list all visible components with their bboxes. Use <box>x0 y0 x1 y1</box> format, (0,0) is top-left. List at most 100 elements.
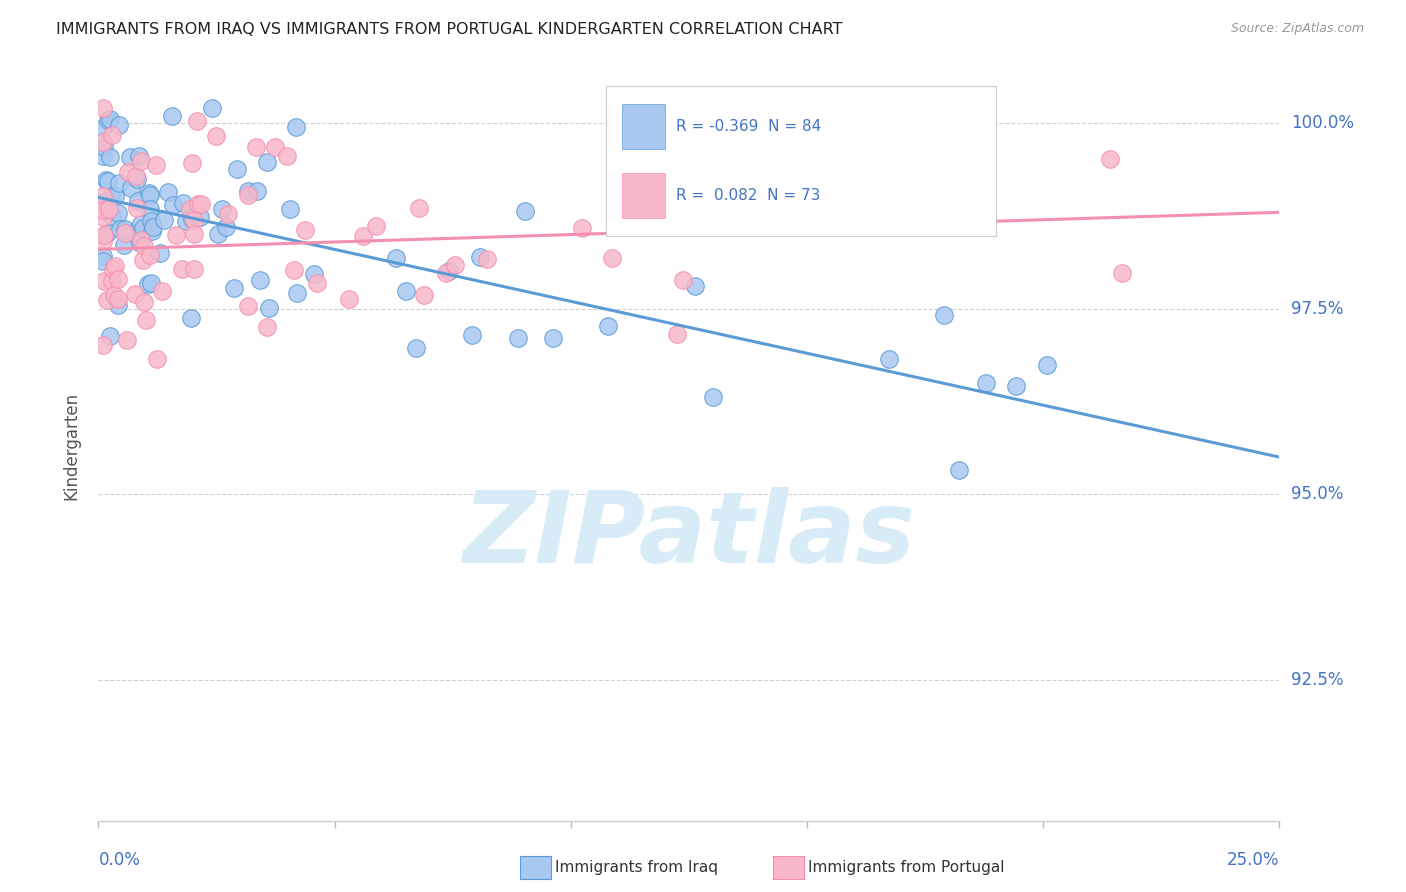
Point <box>364 219 387 234</box>
Point <box>120 180 142 194</box>
Point <box>104 259 127 273</box>
Point <box>129 217 152 231</box>
Point <box>304 268 326 282</box>
Point <box>179 202 201 216</box>
Point <box>134 239 156 253</box>
Point <box>207 227 229 241</box>
Text: 0.0%: 0.0% <box>98 851 141 869</box>
Point <box>285 285 308 300</box>
Point <box>101 209 124 223</box>
Point <box>187 196 209 211</box>
Point <box>139 247 162 261</box>
Point <box>183 213 205 227</box>
Point <box>93 139 115 153</box>
Point <box>150 284 173 298</box>
Point <box>256 154 278 169</box>
Point <box>149 245 172 260</box>
Point <box>352 229 374 244</box>
Point <box>98 194 121 209</box>
Point <box>120 150 142 164</box>
Point <box>125 202 148 216</box>
Point <box>434 266 457 280</box>
Point <box>117 165 139 179</box>
Point <box>180 310 202 325</box>
Point <box>596 319 619 334</box>
Point <box>107 292 129 306</box>
Point <box>283 263 305 277</box>
Text: 92.5%: 92.5% <box>1291 671 1344 689</box>
Point <box>226 161 249 176</box>
Point <box>475 252 498 267</box>
Point <box>91 102 114 116</box>
Point <box>443 258 465 272</box>
Point <box>468 250 491 264</box>
Point <box>976 376 998 391</box>
Point <box>91 338 114 352</box>
Point <box>256 320 278 334</box>
Point <box>97 202 120 216</box>
Point <box>101 273 124 287</box>
Point <box>129 154 152 169</box>
Point <box>104 189 127 203</box>
Point <box>659 203 682 218</box>
Point <box>91 188 114 202</box>
Point <box>108 222 131 236</box>
Point <box>91 253 114 268</box>
Point <box>132 295 155 310</box>
Point <box>249 273 271 287</box>
Text: 25.0%: 25.0% <box>1227 851 1279 869</box>
Point <box>886 164 908 178</box>
Point <box>142 220 165 235</box>
Point <box>125 169 148 183</box>
Point <box>264 140 287 154</box>
Point <box>600 252 623 266</box>
Point <box>127 194 149 209</box>
Point <box>201 102 224 116</box>
Point <box>276 149 298 163</box>
Point <box>181 156 204 170</box>
Point <box>702 390 724 404</box>
Point <box>204 128 226 143</box>
Point <box>108 177 131 191</box>
Text: 100.0%: 100.0% <box>1291 114 1354 132</box>
Point <box>1004 378 1026 392</box>
Point <box>508 330 530 344</box>
Point <box>129 233 152 247</box>
Point <box>285 120 308 135</box>
Point <box>135 313 157 327</box>
Point <box>98 329 121 343</box>
Point <box>257 301 280 315</box>
Point <box>127 172 149 186</box>
Point <box>114 222 136 236</box>
Text: ZIPatlas: ZIPatlas <box>463 487 915 584</box>
Point <box>93 274 115 288</box>
Point <box>91 149 114 163</box>
Point <box>112 238 135 252</box>
Point <box>101 262 124 277</box>
Point <box>672 273 695 287</box>
Point <box>131 252 153 267</box>
Point <box>107 206 129 220</box>
Point <box>139 188 162 202</box>
Point <box>408 201 430 215</box>
Point <box>877 352 900 367</box>
Point <box>183 262 205 277</box>
Point <box>124 286 146 301</box>
Point <box>94 173 117 187</box>
Point <box>1036 359 1059 373</box>
Point <box>217 206 239 220</box>
Point <box>246 185 269 199</box>
Point <box>146 352 169 367</box>
Point <box>115 333 138 347</box>
Point <box>160 109 183 123</box>
Point <box>145 158 167 172</box>
Point <box>152 213 174 227</box>
Point <box>100 188 122 202</box>
Point <box>948 463 970 477</box>
Point <box>165 228 187 243</box>
Point <box>932 130 955 145</box>
Point <box>107 298 129 312</box>
Point <box>162 198 184 212</box>
Point <box>174 213 197 227</box>
Point <box>157 185 180 199</box>
